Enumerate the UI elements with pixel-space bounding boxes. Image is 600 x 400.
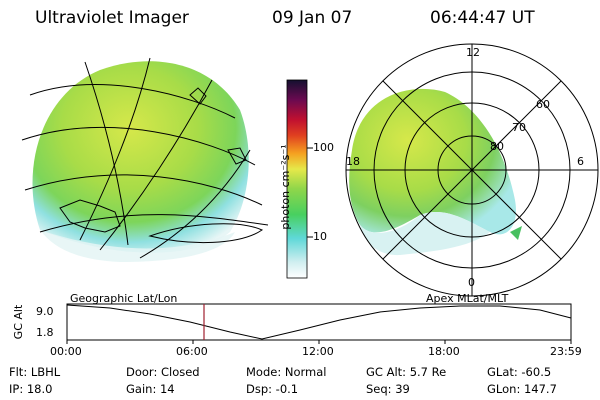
- apex-title: Apex MLat/MLT: [426, 292, 509, 305]
- geographic-aurora-region: [32, 61, 249, 253]
- polar-diffuse-region: [360, 211, 490, 256]
- colorbar-unit-label: photon cm⁻²s⁻¹: [279, 144, 292, 230]
- colorbar-tick-10: 10: [313, 230, 327, 243]
- mlt-diagonal-2: [382, 80, 562, 260]
- status-dsp: Dsp: -0.1: [246, 382, 299, 396]
- mlt-label-12: 12: [466, 46, 480, 59]
- mlat-label-80: 80: [490, 140, 504, 153]
- altitude-tick-1.8: 1.8: [36, 326, 54, 339]
- mlt-label-18: 18: [346, 155, 360, 168]
- mlat-label-60: 60: [536, 98, 550, 111]
- status-mode: Mode: Normal: [246, 365, 327, 379]
- status-seq: Seq: 39: [366, 382, 410, 396]
- geographic-image: [21, 57, 269, 262]
- colorbar-gradient: [286, 79, 308, 279]
- time-tick-0000: 00:00: [50, 345, 82, 358]
- polar-plot: [345, 43, 599, 297]
- time-tick-1200: 12:00: [302, 345, 334, 358]
- altitude-ylabel: GC Alt: [12, 304, 25, 340]
- status-ip: IP: 18.0: [9, 382, 53, 396]
- status-glat: GLat: -60.5: [487, 365, 552, 379]
- polar-spot: [510, 226, 522, 240]
- status-flt: Flt: LBHL: [9, 365, 61, 379]
- status-door: Door: Closed: [126, 365, 200, 379]
- status-gc-alt: GC Alt: 5.7 Re: [366, 365, 447, 379]
- altitude-plot: [66, 303, 572, 344]
- mlat-label-70: 70: [512, 121, 526, 134]
- colorbar-tick-100: 100: [313, 141, 334, 154]
- geographic-title: Geographic Lat/Lon: [70, 292, 178, 305]
- time-tick-0600: 06:00: [176, 345, 208, 358]
- time-tick-2359: 23:59: [550, 345, 582, 358]
- image-date: 09 Jan 07: [272, 8, 353, 28]
- time-tick-1800: 18:00: [428, 345, 460, 358]
- polar-aurora-oval: [349, 88, 516, 235]
- altitude-plot-frame: [66, 303, 572, 341]
- mlt-label-0: 0: [468, 276, 475, 289]
- image-time: 06:44:47 UT: [430, 8, 535, 28]
- mlt-label-6: 6: [577, 155, 584, 168]
- status-gain: Gain: 14: [126, 382, 175, 396]
- geographic-fade-region: [40, 230, 235, 262]
- status-glon: GLon: 147.7: [487, 382, 557, 396]
- colorbar: [286, 79, 313, 279]
- coastline: [59, 87, 247, 233]
- instrument-title: Ultraviolet Imager: [35, 8, 189, 28]
- altitude-tick-9: 9.0: [36, 305, 54, 318]
- altitude-curve: [66, 304, 572, 340]
